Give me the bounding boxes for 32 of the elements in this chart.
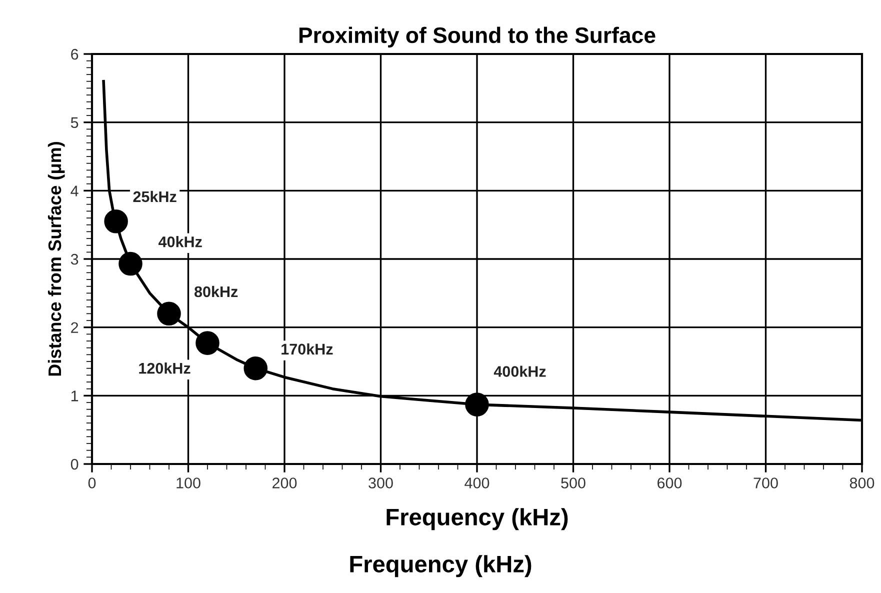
y-tick-label: 2 (71, 322, 78, 333)
y-tick-label: 6 (71, 48, 78, 60)
y-tick-label: 5 (70, 117, 78, 128)
x-tick-label: 0 (88, 478, 96, 488)
point (104, 210, 128, 234)
point (196, 331, 220, 355)
annotation: 170kHz (282, 343, 333, 355)
x-tick-label: 400 (464, 478, 490, 488)
y-tick-label: 0 (70, 458, 78, 470)
x-axis-title: Frequency (kHz) (386, 508, 568, 530)
x-tick-label: 500 (561, 478, 586, 488)
annotation: 80kHz (194, 286, 238, 298)
x-tick-label: 600 (658, 478, 682, 488)
annotation: 40kHz (158, 236, 202, 248)
chart-title: Proximity of Sound to the Surface (299, 26, 656, 48)
point (244, 356, 268, 380)
point (118, 252, 142, 276)
annotation: 400kHz (494, 366, 546, 377)
annotation: 25kHz (133, 190, 176, 202)
y-tick-label: 4 (70, 186, 78, 196)
x-tick-label: 200 (272, 478, 297, 488)
x-tick-label: 300 (368, 478, 393, 488)
text: Frequency (kHz) (350, 555, 532, 578)
x-tick-label: 800 (850, 478, 874, 488)
annotation: 120kHz (139, 362, 190, 374)
y-axis-title: Distance from Surface (μm) (48, 142, 65, 376)
y-tick-label: 3 (70, 254, 78, 265)
x-tick-label: 700 (754, 478, 778, 488)
y-tick-label: 1 (71, 390, 78, 402)
point (465, 392, 489, 416)
point (157, 302, 181, 326)
x-tick-label: 100 (176, 478, 200, 488)
